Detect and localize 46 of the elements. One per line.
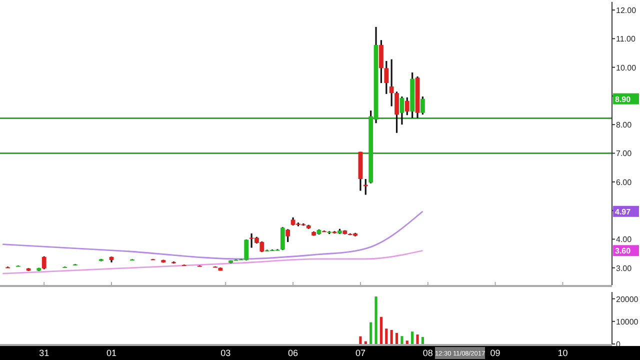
bar [421, 336, 424, 344]
bar [400, 336, 404, 344]
candlestick [363, 178, 368, 196]
candlestick [400, 96, 404, 126]
text: 4.97 [615, 207, 632, 216]
x-tick-label: 06 [288, 348, 298, 358]
y-tick-label: 20000 [616, 294, 639, 304]
y-tick-label: 10.00 [616, 63, 637, 72]
x-tick-label: 03 [220, 348, 231, 358]
bar [359, 336, 362, 344]
y-tick-label: 6.00 [616, 178, 632, 187]
y-tick-label: 10000 [616, 317, 639, 326]
candlestick [384, 60, 389, 95]
x-tick-label: 01 [106, 348, 117, 358]
bar [374, 296, 378, 344]
x-tick-label: 31 [39, 348, 50, 358]
bar [385, 328, 388, 344]
bar [380, 316, 383, 344]
bar [406, 340, 408, 344]
x-tick-label: 08 [422, 348, 433, 358]
line-series [2, 250, 424, 274]
bar [395, 332, 398, 344]
y-tick-label: 4.00 [616, 235, 632, 244]
bar [411, 332, 414, 344]
bar [370, 322, 372, 344]
candlestick [404, 96, 410, 116]
x-tick-label: 10 [558, 348, 568, 358]
x-tick-label: 07 [355, 348, 366, 358]
text: 8.90 [615, 94, 632, 104]
y-tick-label: 11.00 [616, 34, 636, 44]
y-tick-label: 8.00 [616, 120, 632, 130]
line-series [2, 210, 424, 260]
candlestick [379, 39, 384, 84]
candlestick [394, 90, 399, 134]
candlestick [280, 226, 285, 251]
bar [416, 334, 419, 344]
candlestick [389, 58, 394, 108]
y-tick-label: 3.00 [616, 264, 632, 273]
bar [390, 330, 393, 344]
candlestick [42, 256, 46, 270]
x-tick-label: 09 [490, 348, 500, 358]
text: 3.60 [615, 246, 632, 256]
y-tick-label: 12.00 [616, 6, 637, 16]
candlestick [286, 228, 290, 243]
candlestick [420, 96, 425, 116]
y-tick-label: 7.00 [616, 149, 632, 158]
